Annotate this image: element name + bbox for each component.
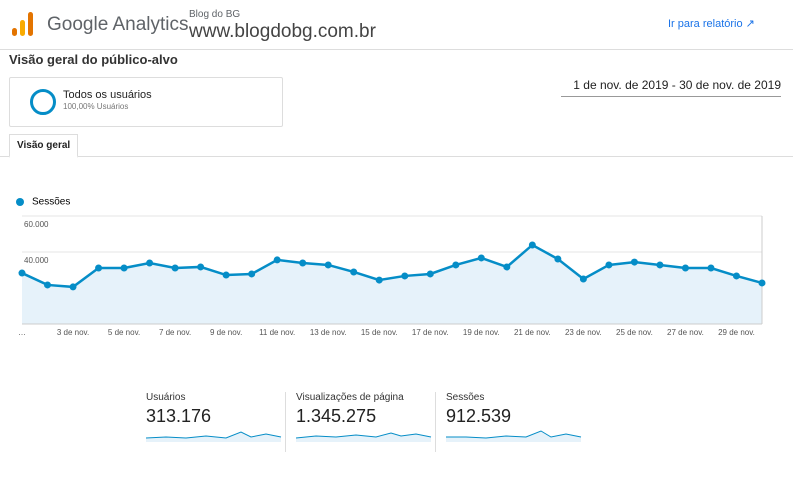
point [681,264,689,272]
point [732,272,740,280]
point [18,269,26,277]
x-tick-label: 9 de nov. [210,328,242,337]
account: Blog do BG [189,9,241,20]
point [401,272,409,280]
point [528,241,536,249]
metric-value: 1.345.275 [296,406,377,426]
point [324,261,332,269]
point [707,264,715,272]
point [656,261,664,269]
sparkline [296,432,432,442]
tab[interactable]: Visão geral [9,134,79,158]
point [452,261,460,269]
segment-card[interactable]: Todos os usuários 100,00% Usuários [9,77,283,127]
point [758,279,766,287]
x-tick-label: 13 de nov. [310,328,347,337]
legend-label: Sessões [32,197,70,208]
metric-label: Visualizações de página [296,392,404,403]
report-link[interactable]: Ir para relatório ↗ [668,18,755,30]
metric-label: Usuários [146,392,186,403]
metric-label: Sessões [446,392,485,403]
y-tick-label: 40.000 [24,256,49,265]
x-tick-label: 11 de nov. [259,328,295,337]
logo [12,12,33,36]
segment-icon [30,89,56,115]
x-tick-label: … [18,328,26,337]
line [21,243,763,289]
metric: Sessões 912.539 [440,392,585,452]
point [375,276,383,284]
report-title: Visão geral do público-alvo [9,52,178,67]
tab-divider [0,156,793,157]
property[interactable]: www.blogdobg.com.br [189,21,376,42]
segment-share: 100,00% Usuários [63,102,129,111]
segment-name: Todos os usuários [63,89,152,101]
x-tick-label: 27 de nov. [667,328,704,337]
x-tick-label: 5 de nov. [108,328,140,337]
x-tick-label: 17 de nov. [412,328,449,337]
point [630,258,638,266]
point [197,263,205,271]
metric: Usuários 313.176 [140,392,286,452]
point [503,263,511,271]
x-tick-label: 3 de nov. [57,328,89,337]
point [273,256,281,264]
point [146,259,154,267]
point [222,271,230,279]
point [171,264,179,272]
metric-value: 912.539 [446,406,512,426]
divider [0,49,793,50]
x-tick-label: 25 de nov. [616,328,653,337]
x-tick-label: 23 de nov. [565,328,602,337]
point [95,264,103,272]
product: Google Analytics [47,14,189,35]
x-tick-label: 15 de nov. [361,328,398,337]
x-tick-label: 7 de nov. [159,328,191,337]
point [248,270,256,278]
point [120,264,128,272]
x-tick-label: 29 de nov. [718,328,755,337]
x-tick-label: 19 de nov. [463,328,500,337]
metric-value: 313.176 [146,406,212,426]
point [426,270,434,278]
point [579,275,587,283]
point [605,261,613,269]
link-text[interactable]: Ir para relatório [668,18,743,30]
sparkline [146,431,282,442]
sparkline [446,430,582,442]
point [69,283,77,291]
area [22,244,762,324]
point [554,255,562,263]
date-range[interactable]: 1 de nov. de 2019 - 30 de nov. de 2019 [561,78,781,97]
point [350,268,358,276]
metric: Visualizações de página 1.345.275 [290,392,436,452]
point [299,259,307,267]
legend-dot [16,198,24,206]
y-tick-label: 60.000 [24,220,49,229]
point [477,254,485,262]
point [44,281,52,289]
x-tick-label: 21 de nov. [514,328,551,337]
